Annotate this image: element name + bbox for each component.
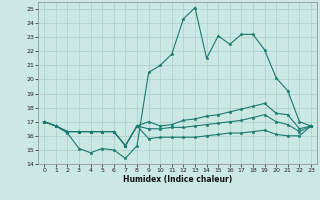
X-axis label: Humidex (Indice chaleur): Humidex (Indice chaleur): [123, 175, 232, 184]
